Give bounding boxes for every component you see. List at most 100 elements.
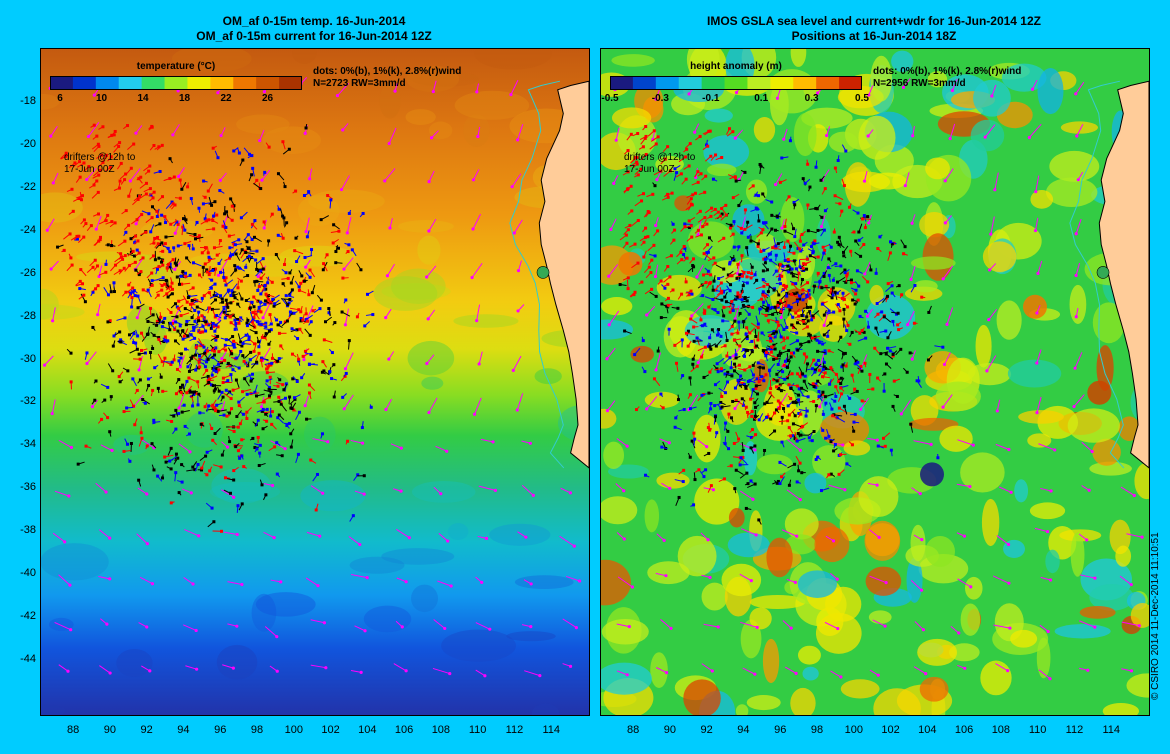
wind-vector	[904, 172, 910, 186]
drifter-position	[289, 432, 293, 436]
drifter-position	[789, 305, 793, 309]
wind-vector	[343, 394, 354, 410]
drifter-position	[239, 316, 243, 320]
left-panel-title: OM_af 0-15m temp. 16-Jun-2014 OM_af 0-15…	[40, 14, 588, 44]
sea-level-eddy	[1070, 532, 1085, 577]
wind-vector-head	[1132, 493, 1136, 498]
drifter-position	[194, 353, 198, 357]
drifter-position	[279, 402, 283, 406]
drifter-position	[864, 309, 868, 313]
wind-vector-head	[359, 670, 363, 674]
wind-vector-head	[831, 539, 836, 543]
wind-vector-head	[135, 316, 139, 320]
drifter-position	[308, 268, 312, 272]
drifter-position	[163, 455, 167, 459]
drifter-position	[744, 405, 748, 409]
wind-vector	[786, 439, 801, 451]
drifter-position	[129, 441, 133, 445]
drifter-position	[839, 376, 843, 380]
drifter-position	[198, 354, 202, 358]
drifter-position	[763, 402, 767, 406]
drifter-track	[622, 171, 629, 176]
drifter-position	[749, 446, 753, 450]
wind-vector	[691, 303, 704, 317]
drifter-position	[119, 252, 123, 256]
drifter-position	[706, 269, 710, 273]
drifter-position	[281, 140, 285, 144]
drifter-position	[289, 281, 293, 285]
drifter-position	[224, 348, 228, 352]
wind-vector-head	[667, 441, 671, 445]
drifter-position	[228, 254, 232, 258]
drifter-position	[758, 307, 762, 311]
drifter-position	[810, 318, 814, 322]
drifter-track	[73, 198, 80, 202]
drifter-position	[239, 340, 243, 344]
wind-vector-head	[1085, 538, 1089, 542]
drifter-position	[740, 274, 744, 278]
drifter-position	[810, 439, 814, 443]
colorbar-segment	[279, 76, 302, 90]
drifter-track	[148, 126, 153, 131]
wind-vector-head	[446, 539, 450, 543]
wind-vector-head	[843, 488, 847, 492]
drifter-position	[756, 242, 760, 246]
drifter-position	[200, 314, 204, 318]
drifter-position	[180, 463, 184, 467]
wind-vector-head	[145, 625, 149, 629]
drifter-position	[842, 250, 846, 254]
wind-vector	[988, 309, 998, 320]
drifter-position	[882, 436, 886, 440]
drifter-position	[288, 297, 292, 301]
drifter-position	[172, 246, 176, 250]
drifter-position	[259, 310, 263, 314]
drifter-position	[716, 333, 720, 337]
temperature-eddy	[417, 235, 441, 265]
drifter-position	[344, 298, 348, 302]
drifter-track	[75, 195, 83, 199]
drifter-position	[862, 243, 866, 247]
drifter-position	[709, 347, 713, 351]
sea-level-eddy	[1079, 606, 1116, 619]
drifter-track	[143, 165, 151, 172]
wind-vector-head	[270, 483, 275, 488]
drifter-position	[213, 353, 217, 357]
drifter-position	[276, 233, 280, 237]
drifter-position	[183, 242, 187, 246]
wind-vector-head	[510, 185, 514, 189]
drifter-position	[127, 333, 131, 337]
drifter-position	[229, 294, 233, 298]
wind-vector	[986, 355, 997, 372]
drifter-track	[729, 233, 734, 238]
drifter-track	[77, 162, 85, 168]
drifter-position	[301, 354, 305, 358]
drifter-position	[734, 353, 738, 357]
drifter-position	[823, 248, 827, 252]
drifter-position	[265, 379, 269, 383]
wind-vector-head	[883, 624, 887, 628]
drifter-track	[691, 181, 699, 186]
drifter-position	[213, 267, 217, 271]
drifter-position	[270, 356, 274, 360]
drifter-position	[177, 299, 181, 303]
drifter-position	[255, 249, 259, 253]
drifter-track	[98, 271, 107, 276]
wind-vector-head	[476, 134, 480, 139]
drifter-position	[197, 392, 201, 396]
drifter-position	[193, 336, 197, 340]
drifter-position	[720, 298, 724, 302]
wind-vector-head	[841, 443, 845, 447]
drifter-position	[702, 273, 706, 277]
wind-vector	[560, 487, 571, 494]
drifter-position	[237, 404, 241, 408]
temperature-eddy	[297, 195, 340, 227]
drifter-position	[261, 267, 265, 271]
drifter-position	[746, 410, 750, 414]
wind-vector	[50, 125, 58, 137]
wind-vector	[1035, 175, 1040, 192]
drifter-position	[174, 392, 178, 396]
drifter-position	[258, 451, 262, 455]
drifter-position	[197, 360, 201, 364]
drifter-position	[318, 307, 322, 311]
drifter-position	[362, 474, 366, 478]
